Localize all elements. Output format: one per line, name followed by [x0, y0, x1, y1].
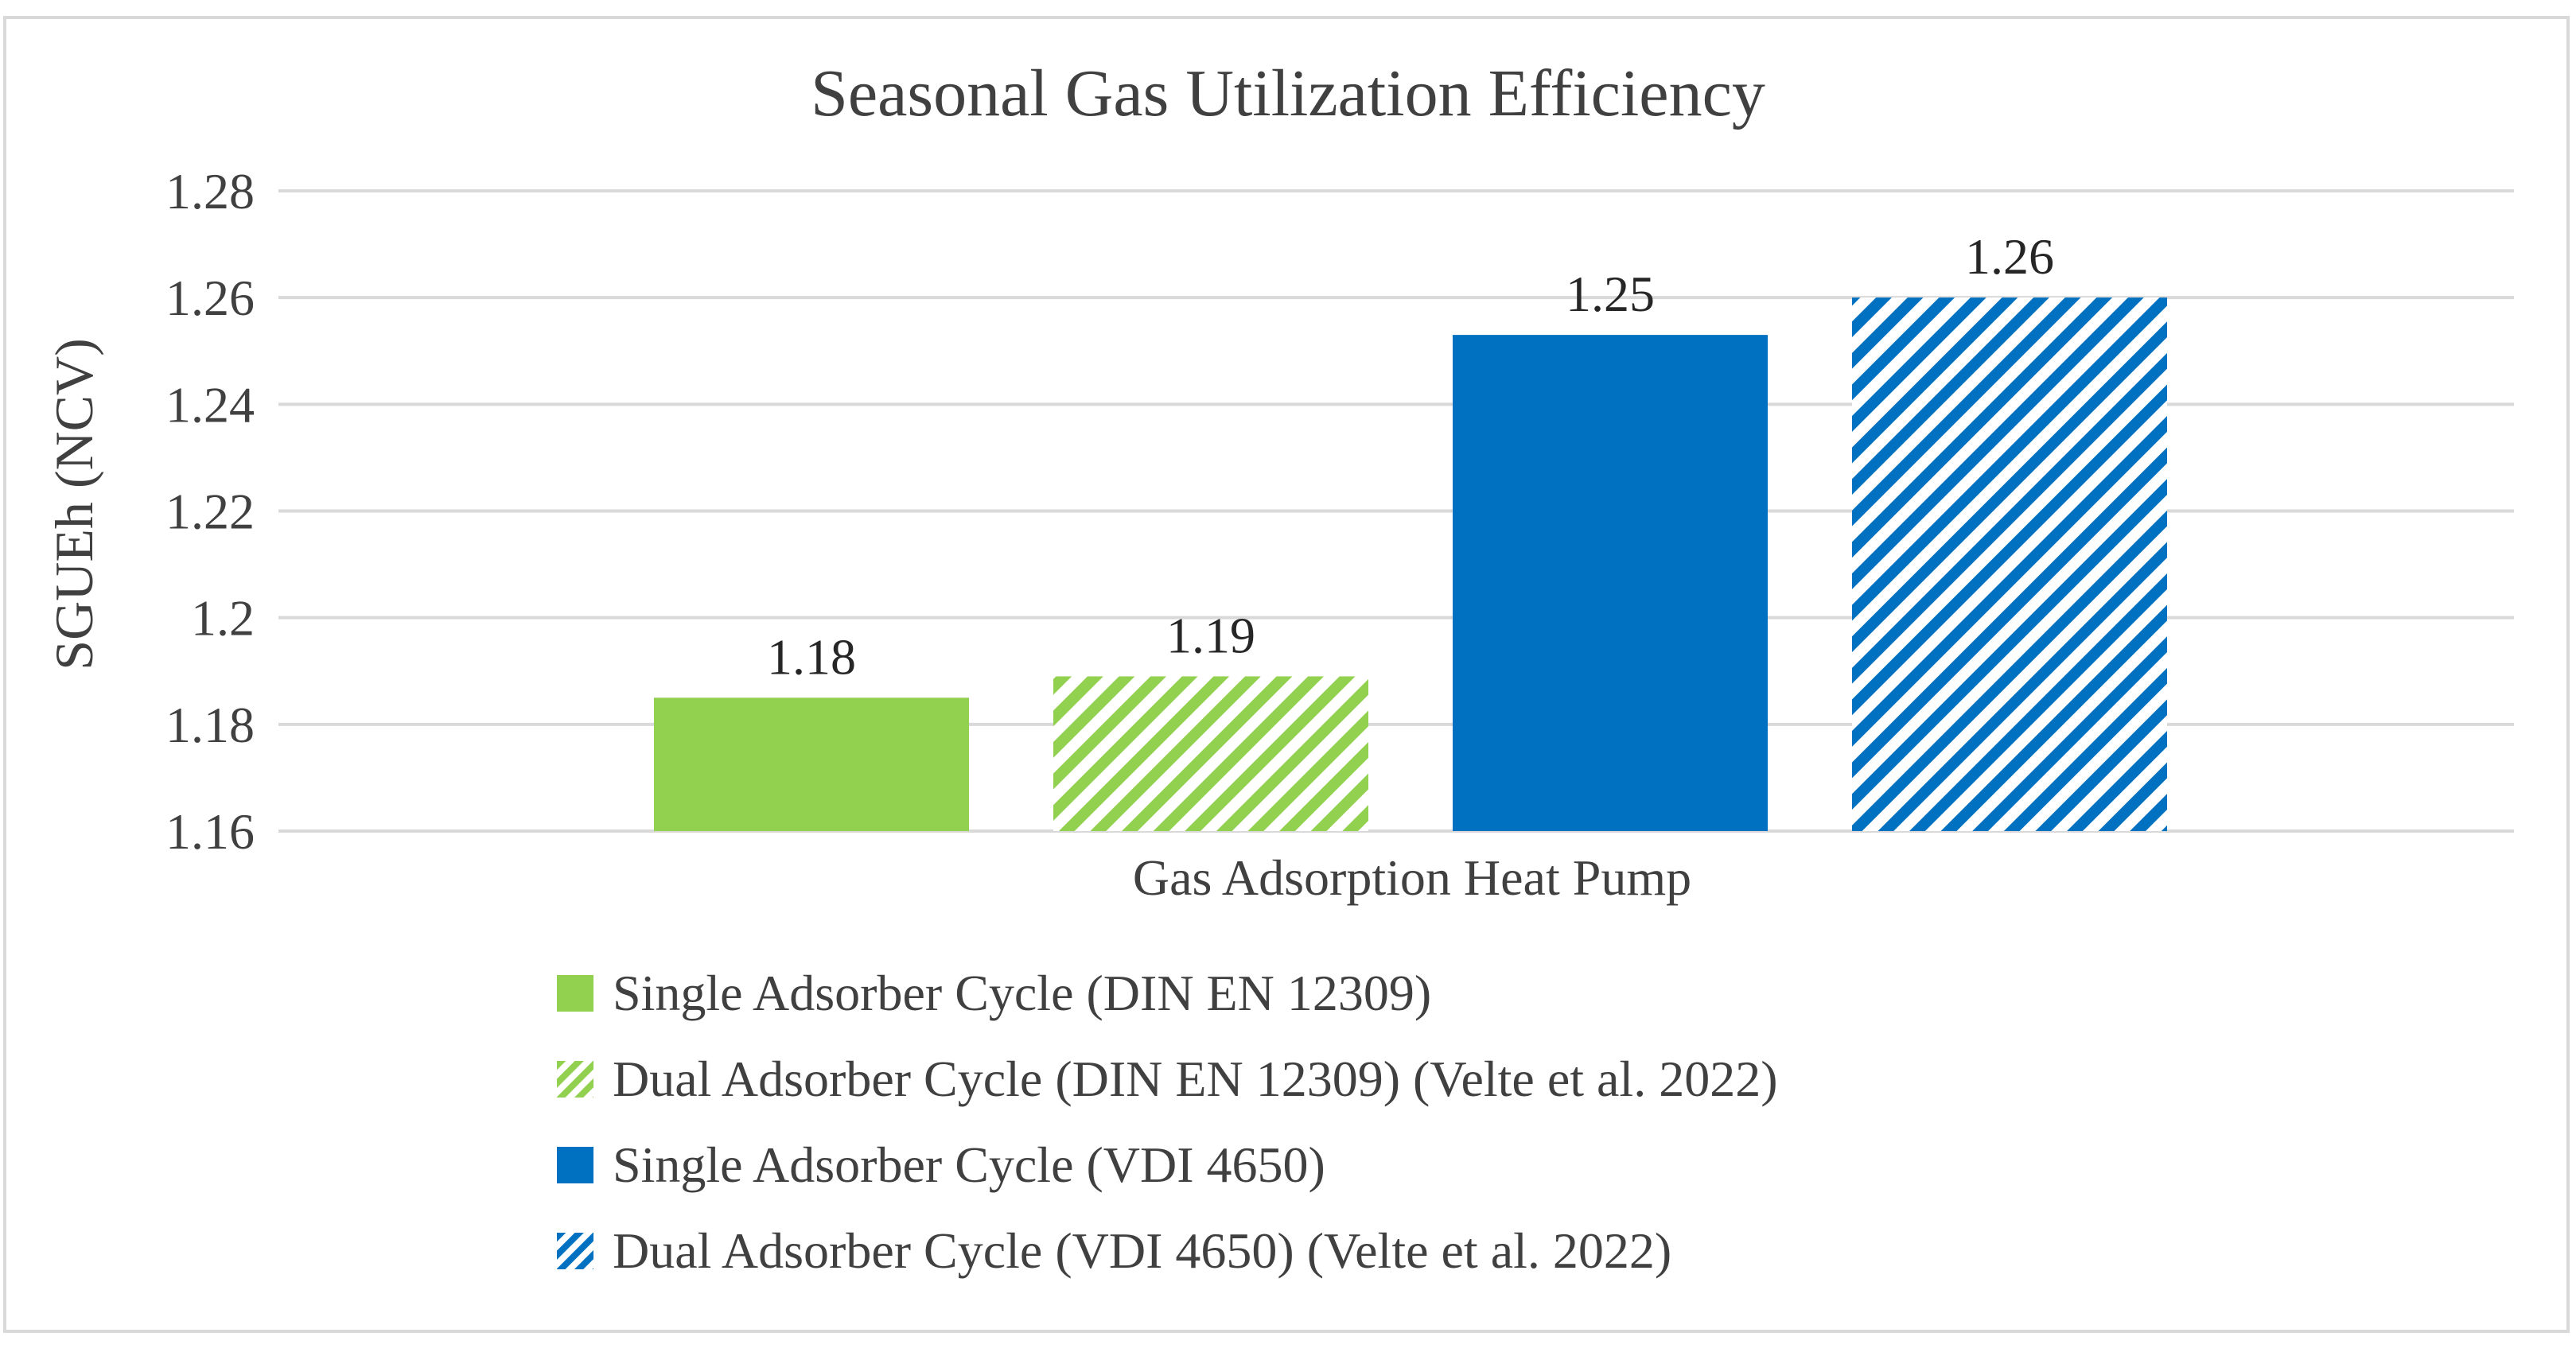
legend-item-dual-din: Dual Adsorber Cycle (DIN EN 12309) (Velt… [557, 1036, 1778, 1122]
y-tick-label: 1.24 [165, 376, 255, 433]
legend-label: Dual Adsorber Cycle (DIN EN 12309) (Velt… [613, 1051, 1778, 1107]
y-tick-label: 1.18 [165, 697, 255, 753]
bar [1053, 676, 1368, 831]
y-tick-label: 1.2 [191, 590, 255, 647]
bars [654, 297, 2167, 832]
legend-item-dual-vdi: Dual Adsorber Cycle (VDI 4650) (Velte et… [557, 1208, 1778, 1294]
legend-item-single-vdi: Single Adsorber Cycle (VDI 4650) [557, 1122, 1778, 1208]
y-tick-label: 1.22 [165, 484, 255, 540]
legend-label: Dual Adsorber Cycle (VDI 4650) (Velte et… [613, 1222, 1672, 1279]
legend-swatch-solid-green [557, 975, 593, 1012]
y-axis-label: SGUEh (NCV) [44, 338, 104, 670]
y-tick-labels: 1.16 1.18 1.2 1.22 1.24 1.26 1.28 [165, 163, 255, 860]
gridlines [278, 189, 2514, 833]
y-tick-label: 1.16 [165, 803, 255, 860]
bar [1852, 297, 2167, 832]
data-label: 1.19 [1166, 607, 1255, 663]
y-tick-label: 1.26 [165, 270, 255, 326]
x-category-label: Gas Adsorption Heat Pump [1133, 849, 1691, 906]
bar [654, 697, 969, 831]
chart-title: Seasonal Gas Utilization Efficiency [811, 56, 1765, 130]
data-label: 1.25 [1566, 266, 1655, 322]
legend-swatch-striped-blue [557, 1233, 593, 1269]
y-tick-label: 1.28 [165, 163, 255, 220]
legend-item-single-din: Single Adsorber Cycle (DIN EN 12309) [557, 950, 1778, 1036]
legend-swatch-striped-green [557, 1061, 593, 1098]
legend-label: Single Adsorber Cycle (VDI 4650) [613, 1136, 1325, 1193]
legend: Single Adsorber Cycle (DIN EN 12309) Dua… [557, 950, 1778, 1294]
data-label: 1.18 [767, 628, 856, 685]
data-label: 1.26 [1965, 228, 2054, 285]
legend-swatch-solid-blue [557, 1147, 593, 1183]
legend-label: Single Adsorber Cycle (DIN EN 12309) [613, 965, 1432, 1021]
data-labels: 1.18 1.19 1.25 1.26 [767, 228, 2054, 685]
bar [1453, 335, 1768, 831]
